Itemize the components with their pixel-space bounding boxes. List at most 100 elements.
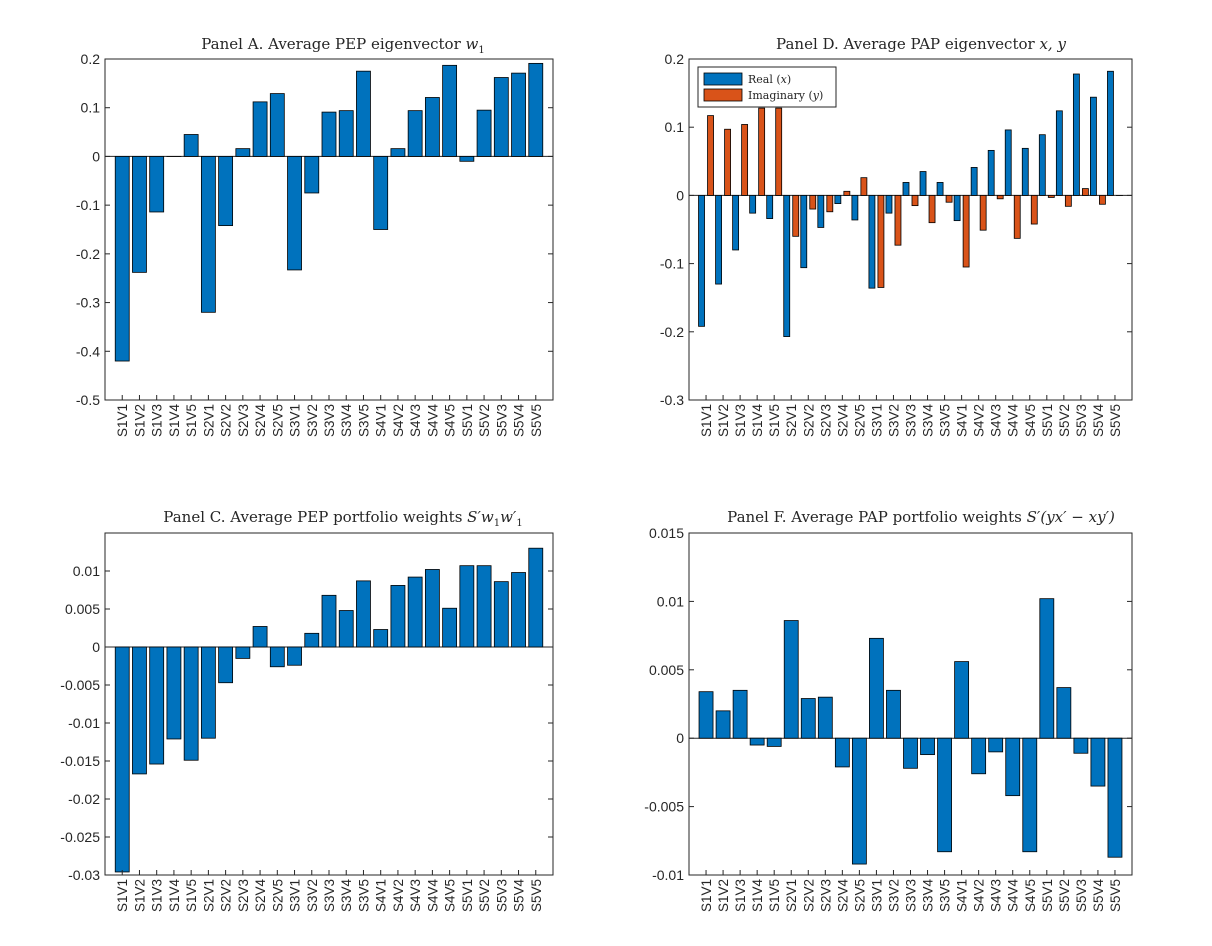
x-tick-label: S4V5 xyxy=(1023,879,1038,912)
y-tick-label: 0.2 xyxy=(81,51,101,67)
x-tick-label: S2V3 xyxy=(236,404,251,437)
bar xyxy=(149,156,165,213)
x-tick-label: S5V1 xyxy=(1040,404,1055,437)
imaginary-bar xyxy=(996,194,1004,200)
y-tick-label: 0.01 xyxy=(73,563,100,579)
x-tick-label: S3V3 xyxy=(904,404,919,437)
real-bar xyxy=(970,167,978,196)
imaginary-bar xyxy=(1030,194,1038,225)
bar xyxy=(1005,737,1021,797)
x-tick-label: S3V5 xyxy=(938,879,953,912)
panel-f-title: Panel F. Average PAP portfolio weights S… xyxy=(727,508,1115,526)
y-tick-label: 0.005 xyxy=(649,662,684,678)
x-tick-label: S1V2 xyxy=(132,879,147,912)
y-tick-label: -0.02 xyxy=(68,791,100,807)
x-tick-label: S1V5 xyxy=(184,879,199,912)
imaginary-bar xyxy=(894,194,902,246)
bar xyxy=(424,569,440,648)
x-tick-label: S4V1 xyxy=(374,879,389,912)
bar xyxy=(459,156,475,162)
y-tick-label: 0.2 xyxy=(665,51,685,67)
bar xyxy=(235,646,251,659)
x-tick-label: S5V4 xyxy=(512,404,527,438)
imaginary-bar xyxy=(911,194,919,207)
real-bar xyxy=(817,194,825,228)
x-tick-label: S2V3 xyxy=(236,879,251,912)
bar xyxy=(235,148,251,157)
bar xyxy=(886,689,901,739)
legend: Real (x) Imaginary (y) xyxy=(697,66,837,108)
real-bar xyxy=(936,182,944,196)
bar xyxy=(252,101,268,157)
x-tick-label: S2V2 xyxy=(219,879,234,912)
x-tick-label: S5V2 xyxy=(1057,879,1072,912)
x-tick-label: S3V1 xyxy=(869,404,884,437)
bar xyxy=(407,110,423,157)
y-tick-label: -0.1 xyxy=(660,256,684,272)
panel-d-title-text: Panel D. Average PAP eigenvector xyxy=(776,35,1039,53)
bar xyxy=(988,737,1004,753)
bar xyxy=(269,93,285,157)
legend-label: Imaginary (y) xyxy=(748,89,823,102)
x-tick-label: S1V2 xyxy=(716,404,731,437)
y-tick-label: 0.005 xyxy=(65,601,100,617)
y-tick-label: -0.2 xyxy=(660,324,684,340)
bar xyxy=(1039,598,1055,739)
imaginary-bar xyxy=(1064,194,1072,207)
panel-c-title-sub: 1 xyxy=(494,518,500,529)
real-bar xyxy=(766,194,774,219)
x-tick-label: S5V2 xyxy=(477,404,492,437)
bar xyxy=(114,156,130,362)
bar xyxy=(442,64,458,157)
x-tick-label: S5V5 xyxy=(529,404,544,437)
x-tick-label: S5V1 xyxy=(460,879,475,912)
bar xyxy=(373,156,389,230)
y-tick-label: -0.005 xyxy=(60,677,100,693)
x-tick-label: S2V3 xyxy=(818,879,833,912)
bar xyxy=(954,661,970,739)
x-tick-label: S5V3 xyxy=(494,879,509,912)
bar xyxy=(1022,737,1038,853)
real-bar xyxy=(868,194,876,289)
panel-c-title-text: Panel C. Average PEP portfolio weights xyxy=(163,508,467,526)
x-tick-label: S1V2 xyxy=(716,879,731,912)
imaginary-bar xyxy=(707,115,714,196)
x-tick-label: S1V1 xyxy=(699,879,714,912)
real-bar xyxy=(800,194,808,269)
x-tick-label: S4V3 xyxy=(989,879,1004,912)
panel-c-title-sub2: 1 xyxy=(516,518,522,529)
bar xyxy=(511,72,526,157)
panel-f-title-text: Panel F. Average PAP portfolio weights xyxy=(727,508,1027,526)
bar xyxy=(166,646,182,740)
bar xyxy=(528,547,544,648)
x-tick-label: S3V3 xyxy=(904,879,919,912)
x-tick-label: S4V4 xyxy=(425,879,440,913)
x-tick-label: S3V4 xyxy=(921,404,936,438)
panel-c-title: Panel C. Average PEP portfolio weights S… xyxy=(163,508,522,529)
real-bar xyxy=(732,194,740,251)
bar xyxy=(183,646,199,761)
x-tick-label: S5V5 xyxy=(1108,879,1123,912)
x-tick-label: S3V1 xyxy=(869,879,884,912)
x-tick-label: S2V1 xyxy=(784,879,799,912)
panel-c-title-var: S′w xyxy=(467,508,494,526)
x-tick-label: S2V4 xyxy=(253,404,268,438)
panel-a-title-sub: 1 xyxy=(478,45,484,56)
bar xyxy=(287,646,302,666)
imaginary-bar xyxy=(928,194,936,224)
x-tick-label: S5V1 xyxy=(460,404,475,437)
bar xyxy=(304,156,320,194)
real-bar xyxy=(715,194,722,285)
bar xyxy=(407,576,423,648)
x-tick-label: S4V2 xyxy=(391,879,406,912)
bar xyxy=(304,632,320,648)
bar xyxy=(252,626,268,648)
real-bar xyxy=(987,149,995,196)
x-tick-label: S2V5 xyxy=(270,404,285,437)
bar xyxy=(971,737,987,775)
x-tick-label: S1V3 xyxy=(150,879,165,912)
real-bar xyxy=(902,182,910,196)
bar xyxy=(442,607,458,648)
x-tick-label: S2V5 xyxy=(270,879,285,912)
